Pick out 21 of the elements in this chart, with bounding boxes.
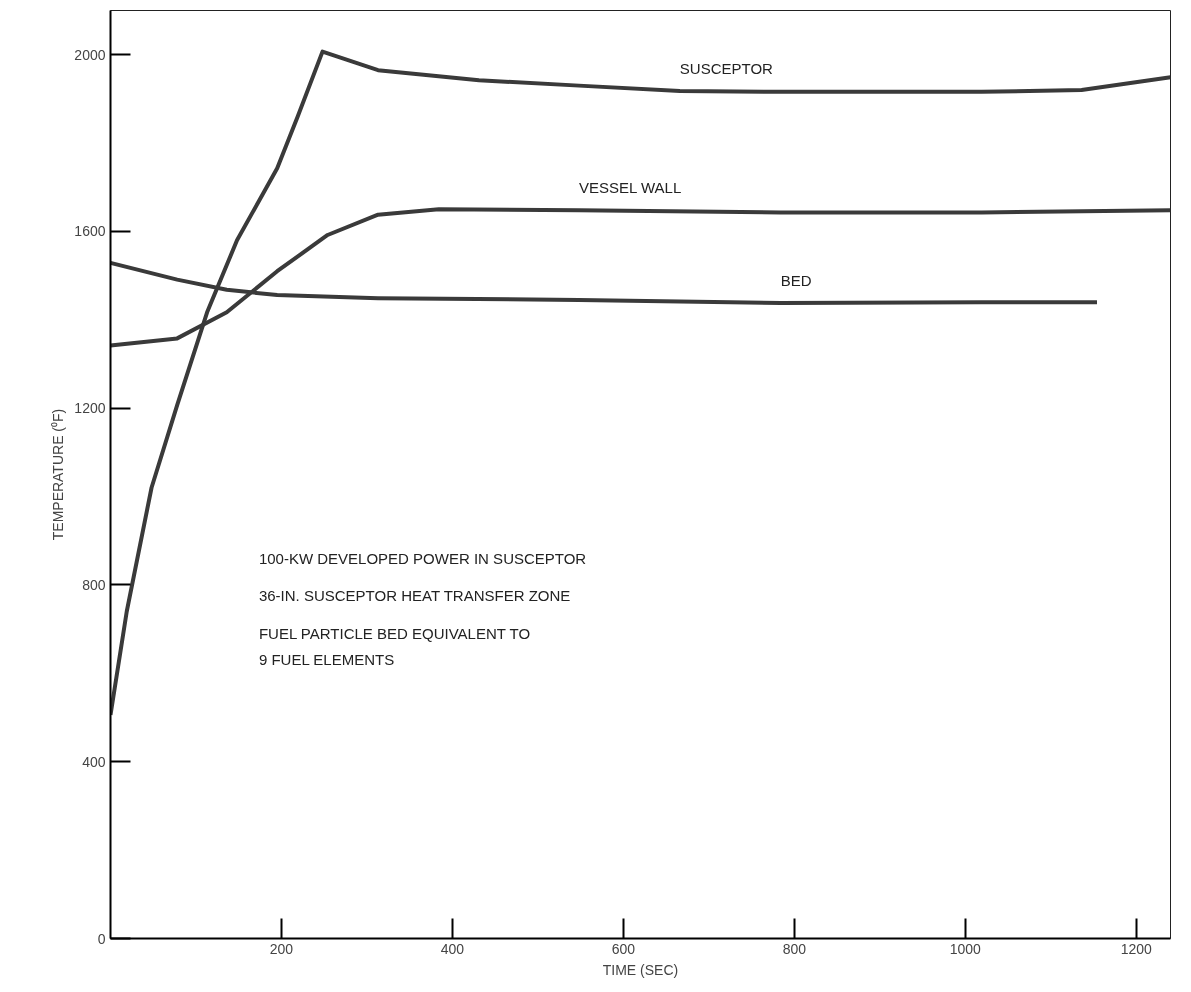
y-tick-label: 800 bbox=[82, 576, 106, 593]
x-tick-label: 800 bbox=[782, 940, 807, 957]
annotation: FUEL PARTICLE BED EQUIVALENT TO 9 FUEL ELEMENTS bbox=[258, 624, 531, 668]
y-tick-label: 2000 bbox=[74, 46, 106, 63]
annotation: 36-IN. SUSCEPTOR HEAT TRANSFER ZONE bbox=[258, 587, 571, 605]
y-tick-label: 1200 bbox=[74, 400, 106, 417]
y-axis-title: TEMPERATURE (⁰F) bbox=[50, 408, 67, 541]
x-tick-label: 400 bbox=[440, 940, 465, 957]
line-series bbox=[110, 49, 1171, 717]
x-tick-label: 1000 bbox=[949, 940, 982, 957]
series-label: SUSCEPTOR bbox=[679, 59, 774, 77]
series-label: BED bbox=[780, 272, 812, 290]
x-tick-label: 600 bbox=[611, 940, 636, 957]
x-tick-label: 1200 bbox=[1120, 940, 1153, 957]
x-axis-title: TIME (SEC) bbox=[602, 961, 679, 978]
y-tick-label: 0 bbox=[97, 930, 106, 947]
series-label: VESSEL WALL bbox=[578, 179, 682, 197]
annotation: 100-KW DEVELOPED POWER IN SUSCEPTOR bbox=[258, 550, 587, 568]
y-tick-label: 1600 bbox=[74, 223, 106, 240]
y-tick-label: 400 bbox=[82, 753, 106, 770]
x-tick-label: 200 bbox=[269, 940, 294, 957]
